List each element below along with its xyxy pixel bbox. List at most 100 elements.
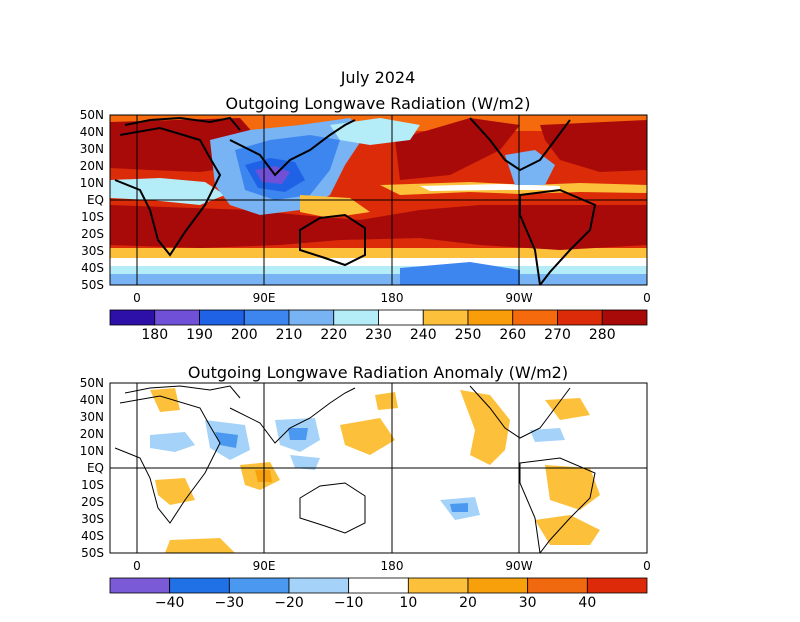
olr-north-pacific-cool bbox=[330, 118, 420, 145]
anomaly-lat-tick: 40S bbox=[81, 529, 104, 543]
anomaly-colorbar-label: −20 bbox=[274, 595, 304, 611]
anomaly-lat-tick: 20N bbox=[80, 427, 104, 441]
anomaly-lat-tick: 40N bbox=[80, 393, 104, 407]
anomaly-colorbar-label: 10 bbox=[399, 595, 417, 611]
olr-africa-coast bbox=[114, 126, 222, 257]
anomaly-lon-tick: 90W bbox=[505, 559, 532, 573]
anomaly-lon-axis: 0 90E 180 90W 0 bbox=[133, 559, 651, 573]
olr-colorbar-label: 260 bbox=[499, 327, 526, 343]
olr-colorbar-label: 240 bbox=[410, 327, 437, 343]
anomaly-colorbar-swatch bbox=[467, 577, 529, 594]
anomaly-colorbar-label: 40 bbox=[578, 595, 596, 611]
olr-colorbar-label: 190 bbox=[186, 327, 213, 343]
olr-lat-axis: 50N 40N 30N 20N 10N EQ 10S 20S 30S 40S 5… bbox=[80, 108, 104, 292]
anomaly-lon-tick: 0 bbox=[643, 559, 651, 573]
olr-colorbar-swatch bbox=[288, 309, 335, 326]
anomaly-colorbar-swatch bbox=[169, 577, 230, 594]
olr-colorbar-label: 220 bbox=[320, 327, 347, 343]
anomaly-pos-south-ocean bbox=[165, 538, 235, 553]
olr-colorbar-label: 250 bbox=[455, 327, 482, 343]
anomaly-lat-tick: 10N bbox=[80, 444, 104, 458]
anomaly-neg-sahel bbox=[150, 432, 195, 452]
olr-colorbar-label: 200 bbox=[231, 327, 258, 343]
anomaly-pos-north-pacific bbox=[340, 418, 395, 455]
anomaly-map-frame bbox=[109, 382, 648, 554]
anomaly-lon-tick: 0 bbox=[133, 559, 141, 573]
olr-colorbar-label: 210 bbox=[276, 327, 303, 343]
anomaly-neg-china-core bbox=[288, 428, 308, 440]
olr-map bbox=[109, 114, 648, 286]
anomaly-lat-tick: 30N bbox=[80, 410, 104, 424]
olr-australia-coast bbox=[299, 213, 366, 267]
anomaly-neg-pacific-south-core bbox=[450, 503, 468, 512]
olr-south-band-4 bbox=[110, 274, 647, 285]
anomaly-lat-axis: 50N 40N 30N 20N 10N EQ 10S 20S 30S 40S 5… bbox=[80, 376, 104, 560]
anomaly-lat-tick: 30S bbox=[81, 512, 104, 526]
olr-europe-coast bbox=[124, 116, 241, 131]
olr-lat-tick: 50S bbox=[81, 278, 104, 292]
olr-lat-tick: 50N bbox=[80, 108, 104, 122]
anomaly-colorbar-swatch bbox=[348, 577, 409, 594]
olr-pacific-north-high bbox=[395, 118, 520, 180]
anomaly-lat-tick: 50S bbox=[81, 546, 104, 560]
olr-itcz-africa bbox=[110, 178, 225, 205]
anomaly-pos-america-north bbox=[460, 390, 510, 465]
olr-itcz-pacific-core bbox=[420, 184, 560, 191]
olr-atlantic-north-high bbox=[540, 120, 647, 172]
anomaly-pos-south-america bbox=[535, 515, 600, 545]
anomaly-colorbar: −40 −30 −20 −10 10 20 30 40 bbox=[109, 577, 648, 611]
olr-coastlines bbox=[114, 116, 597, 285]
olr-colorbar-swatch bbox=[512, 309, 558, 326]
olr-lon-tick: 0 bbox=[643, 291, 651, 305]
olr-colorbar: 180 190 200 210 220 230 240 250 260 270 280 bbox=[109, 309, 648, 343]
anomaly-pos-south-africa bbox=[155, 478, 195, 505]
olr-colorbar-label: 280 bbox=[589, 327, 616, 343]
olr-map-frame bbox=[109, 114, 648, 286]
olr-lat-tick: 10N bbox=[80, 176, 104, 190]
olr-lon-tick: 90E bbox=[253, 291, 276, 305]
anomaly-colorbar-swatch bbox=[288, 577, 350, 594]
anomaly-pos-caribbean bbox=[545, 398, 590, 420]
anomaly-samerica-coast bbox=[519, 457, 596, 553]
olr-colorbar-swatch bbox=[378, 309, 424, 326]
olr-lon-tick: 0 bbox=[133, 291, 141, 305]
anomaly-pos-brazil bbox=[545, 465, 600, 510]
anomaly-coastlines bbox=[114, 385, 596, 553]
anomaly-africa-coast bbox=[114, 395, 221, 524]
olr-colorbar-swatch bbox=[333, 309, 379, 326]
anomaly-pos-mid-pacific bbox=[375, 392, 398, 410]
olr-colorbar-swatch bbox=[422, 309, 469, 326]
olr-colorbar-swatch bbox=[557, 309, 603, 326]
anomaly-colorbar-swatch bbox=[228, 577, 290, 594]
olr-colorbar-label: 270 bbox=[544, 327, 571, 343]
olr-south-ocean-patch bbox=[400, 262, 520, 285]
olr-lat-tick: 30N bbox=[80, 142, 104, 156]
olr-gridlines bbox=[110, 115, 647, 285]
anomaly-map bbox=[109, 382, 648, 554]
olr-lat-tick: 40S bbox=[81, 261, 104, 275]
anomaly-colorbar-label: 20 bbox=[459, 595, 477, 611]
olr-colorbar-swatch bbox=[199, 309, 245, 326]
olr-colorbar-swatch bbox=[467, 309, 514, 326]
anomaly-lat-tick: 50N bbox=[80, 376, 104, 390]
anomaly-lon-tick: 180 bbox=[381, 559, 404, 573]
olr-lon-tick: 180 bbox=[381, 291, 404, 305]
olr-colorbar-swatch bbox=[154, 309, 200, 326]
olr-mexico-cool bbox=[505, 150, 555, 185]
olr-map-title: Outgoing Longwave Radiation (W/m2) bbox=[226, 94, 531, 113]
anomaly-colorbar-label: −40 bbox=[155, 595, 185, 611]
anomaly-neg-arabia-core bbox=[215, 432, 238, 448]
anomaly-colorbar-label: −30 bbox=[215, 595, 245, 611]
olr-lat-tick: 10S bbox=[81, 210, 104, 224]
olr-asia-coast bbox=[229, 119, 356, 177]
olr-colorbar-swatch bbox=[601, 309, 648, 326]
anomaly-colorbar-swatch bbox=[407, 577, 469, 594]
anomaly-lat-tick: 20S bbox=[81, 495, 104, 509]
anomaly-lon-tick: 90E bbox=[253, 559, 276, 573]
olr-south-band-3 bbox=[110, 266, 647, 276]
anomaly-asia-coast bbox=[229, 387, 356, 444]
anomaly-lat-tick: EQ bbox=[87, 461, 104, 475]
olr-lat-tick: 40N bbox=[80, 125, 104, 139]
anomaly-neg-philippines bbox=[290, 455, 320, 470]
olr-lat-tick: EQ bbox=[87, 193, 104, 207]
